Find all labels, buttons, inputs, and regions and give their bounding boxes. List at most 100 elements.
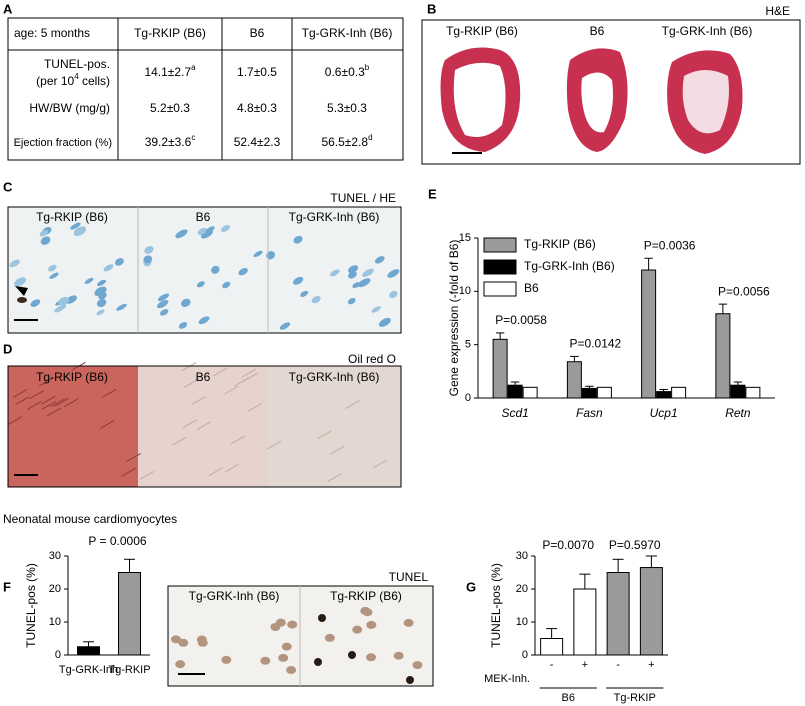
nucleus	[160, 309, 169, 316]
tunel-image: TUNEL Tg-GRK-Inh (B6) Tg-RKIP (B6)	[167, 570, 434, 687]
nucleus	[143, 255, 153, 264]
p-value: P=0.5970	[609, 538, 661, 552]
table-cell: 0.6±0.3b	[325, 63, 370, 79]
nucleus	[220, 225, 231, 232]
text-run: 56.5±2.8	[321, 135, 368, 149]
table-cell: 1.7±0.5	[237, 65, 277, 79]
nucleus	[371, 306, 381, 313]
x-tick-label: Scd1	[501, 406, 528, 420]
legend-label: B6	[524, 281, 539, 295]
fiber	[345, 400, 360, 410]
x-tick-label: -	[550, 659, 554, 671]
table-border	[7, 17, 404, 161]
nucleus	[311, 295, 321, 304]
table-cell: 4.8±0.3	[237, 101, 277, 115]
fiber	[194, 371, 209, 381]
nucleus	[70, 222, 81, 230]
bar	[118, 572, 141, 656]
fiber	[224, 385, 239, 395]
bar	[730, 384, 746, 399]
fiber	[196, 421, 211, 431]
nucleus	[281, 642, 292, 651]
text-run: 14.1±2.7	[144, 65, 191, 79]
nucleus	[103, 264, 114, 272]
nucleus	[357, 278, 371, 288]
nucleus	[330, 269, 340, 277]
nucleus	[97, 279, 107, 287]
heart-cavity	[682, 70, 729, 134]
fiber	[7, 416, 23, 425]
bar	[77, 646, 100, 656]
p-value: P=0.0056	[718, 284, 770, 298]
superscript: b	[365, 63, 370, 72]
nucleus	[347, 297, 356, 305]
fiber	[29, 390, 44, 400]
fiber	[172, 436, 187, 446]
nucleus	[196, 281, 205, 288]
heart-cavity	[453, 62, 506, 138]
table-header: Tg-RKIP (B6)	[134, 26, 206, 40]
arrowhead	[15, 286, 28, 296]
y-tick-label: 10	[459, 285, 471, 297]
fiber	[46, 407, 61, 417]
table-cell: 39.2±3.6c	[145, 133, 196, 149]
p-value: P=0.0142	[570, 337, 622, 351]
image-label: B6	[196, 210, 211, 224]
image-label: Tg-GRK-Inh (B6)	[289, 210, 380, 224]
x-tick-label: +	[582, 659, 588, 671]
nucleus	[300, 290, 309, 297]
stain-label: Oil red O	[348, 352, 396, 366]
bar	[507, 384, 523, 399]
nucleus	[40, 236, 51, 245]
nucleus	[260, 656, 271, 665]
nucleus	[175, 229, 188, 239]
table-header: Tg-GRK-Inh (B6)	[302, 26, 393, 40]
row-label: HW/BW (mg/g)	[29, 101, 110, 115]
fiber	[224, 463, 239, 473]
bar	[641, 269, 657, 399]
fiber	[241, 368, 257, 378]
fiber	[63, 398, 79, 408]
fiber	[330, 445, 345, 455]
nucleus	[14, 277, 27, 287]
group-label: Tg-RKIP	[614, 692, 656, 704]
tunel-nucleus	[318, 614, 326, 622]
bar	[745, 386, 761, 399]
nucleus	[156, 299, 169, 309]
y-tick-label: 0	[465, 392, 471, 404]
legend-swatch	[483, 281, 517, 297]
nucleus	[412, 661, 423, 670]
x-tick-label: Ucp1	[650, 406, 678, 420]
section-title: Neonatal mouse cardiomyocytes	[3, 512, 177, 526]
micrograph	[268, 366, 401, 487]
legend-swatch	[483, 237, 517, 253]
fiber	[121, 467, 136, 477]
nucleus	[211, 265, 220, 274]
panel-label: B	[427, 1, 436, 16]
image-label: Tg-RKIP (B6)	[446, 24, 518, 38]
nucleus	[65, 295, 77, 304]
micrograph	[8, 366, 138, 487]
image-label: B6	[196, 370, 211, 384]
nucleus	[352, 282, 361, 289]
table-header: age: 5 months	[14, 26, 90, 40]
nucleus	[389, 290, 398, 299]
nucleus	[205, 226, 215, 233]
nucleus	[175, 660, 186, 669]
heart-cavity	[581, 72, 613, 133]
image-label: Tg-GRK-Inh (B6)	[289, 370, 380, 384]
image-label: Tg-GRK-Inh (B6)	[189, 589, 280, 603]
x-tick-label: Tg-RKIP	[108, 664, 150, 676]
nucleus	[393, 651, 404, 660]
nucleus	[9, 259, 20, 268]
nucleus	[96, 309, 105, 316]
nucleus	[196, 635, 207, 644]
nucleus	[39, 229, 49, 237]
legend-swatch	[483, 259, 517, 275]
nucleus	[287, 620, 298, 629]
y-tick-label: 0	[55, 649, 61, 661]
nucleus	[362, 268, 374, 277]
nucleus	[94, 286, 107, 297]
fiber	[41, 401, 57, 410]
nucleus	[253, 250, 263, 258]
